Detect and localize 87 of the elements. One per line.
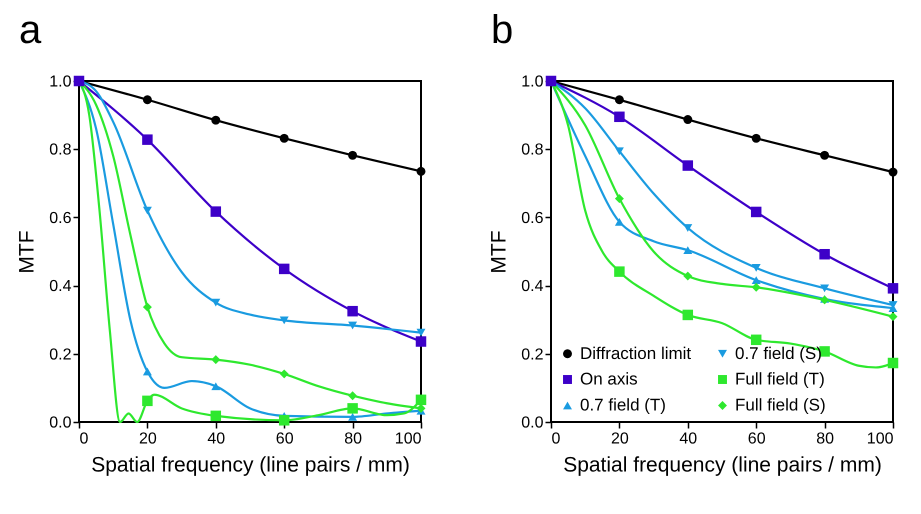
point: [416, 336, 426, 347]
point: [348, 150, 358, 160]
point: [682, 310, 694, 320]
y-tick-label: 0.6: [49, 210, 72, 227]
y-tick-label: 1.0: [521, 74, 544, 90]
point: [682, 160, 694, 171]
x-axis-title: Spatial frequency (line pairs / mm): [91, 454, 410, 476]
point: [683, 246, 692, 254]
legend-label: Diffraction limit: [580, 344, 692, 363]
legend-label: Full field (S): [735, 396, 826, 414]
point: [210, 206, 222, 217]
y-tick-label: 0.0: [49, 414, 72, 432]
point: [752, 134, 761, 143]
legend-label: Full field (T): [735, 370, 825, 388]
y-tick-label: 0.4: [49, 278, 72, 296]
y-tick-label: 1.0: [49, 74, 72, 90]
point: [347, 403, 358, 414]
y-tick-label: 0.2: [49, 346, 72, 364]
point: [142, 95, 152, 104]
y-tick-label: 0.4: [521, 278, 544, 296]
point: [280, 369, 289, 378]
point: [614, 147, 624, 156]
point: [210, 410, 222, 422]
point: [348, 413, 358, 421]
x-tick-label: 0: [80, 430, 88, 448]
chart-title: a: [19, 8, 42, 52]
point: [280, 316, 289, 324]
point: [614, 266, 625, 277]
y-tick-label: 0.8: [521, 142, 544, 159]
point: [211, 355, 220, 364]
point: [888, 312, 898, 322]
point: [752, 282, 761, 292]
point: [820, 284, 830, 292]
legend-label: On axis: [580, 370, 638, 388]
x-tick-label: 40: [679, 430, 698, 448]
chart-title: b: [491, 8, 514, 52]
point: [752, 276, 761, 284]
point: [348, 391, 358, 400]
x-tick-label: 20: [139, 430, 157, 448]
point: [888, 283, 898, 294]
y-axis-title: MTF: [487, 230, 510, 274]
point: [142, 396, 153, 406]
point: [211, 116, 220, 125]
point: [614, 112, 625, 122]
point: [888, 358, 898, 368]
point: [752, 264, 761, 272]
point: [211, 382, 220, 390]
point: [142, 206, 152, 214]
x-tick-label: 80: [344, 430, 362, 448]
point: [888, 168, 898, 177]
y-tick-label: 0.2: [521, 346, 544, 364]
x-tick-label: 0: [552, 430, 560, 448]
legend-label: 0.7 field (S): [735, 344, 822, 363]
y-tick-label: 0.0: [521, 414, 544, 432]
x-tick-label: 80: [816, 430, 834, 448]
point: [278, 264, 290, 274]
point: [614, 95, 624, 104]
point: [820, 150, 830, 160]
point: [211, 298, 220, 307]
point: [347, 306, 358, 316]
x-tick-label: 100: [866, 430, 894, 448]
point: [142, 302, 152, 312]
x-axis-title: Spatial frequency (line pairs / mm): [563, 454, 882, 476]
point: [683, 115, 692, 124]
point: [416, 394, 426, 406]
x-tick-label: 40: [207, 430, 226, 448]
point: [142, 368, 152, 376]
y-tick-label: 0.8: [49, 142, 72, 159]
point: [280, 134, 289, 143]
point: [683, 272, 692, 281]
x-tick-label: 20: [611, 430, 629, 448]
point: [416, 328, 426, 337]
y-tick-label: 0.6: [521, 210, 544, 227]
point: [819, 248, 830, 260]
point: [278, 415, 290, 426]
point: [614, 194, 624, 204]
point: [142, 134, 153, 145]
point: [416, 166, 426, 176]
x-tick-label: 60: [748, 430, 766, 448]
legend-label: 0.7 field (T): [580, 396, 666, 414]
point: [750, 206, 762, 218]
point: [750, 334, 762, 346]
y-axis-title: MTF: [15, 230, 38, 274]
point: [348, 322, 358, 330]
point: [614, 218, 624, 226]
x-tick-label: 60: [276, 430, 294, 448]
x-tick-label: 100: [394, 430, 422, 448]
